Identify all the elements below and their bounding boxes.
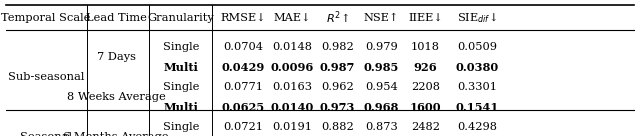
Text: RMSE↓: RMSE↓ (221, 13, 266, 23)
Text: 0.0380: 0.0380 (455, 62, 499, 73)
Text: 0.0163: 0.0163 (272, 82, 312, 92)
Text: Single: Single (163, 122, 199, 132)
Text: 1018: 1018 (411, 42, 440, 52)
Text: 0.973: 0.973 (320, 102, 355, 113)
Text: 0.0625: 0.0625 (222, 102, 265, 113)
Text: Granularity: Granularity (147, 13, 214, 23)
Text: 0.0148: 0.0148 (272, 42, 312, 52)
Text: Single: Single (163, 42, 199, 52)
Text: MAE↓: MAE↓ (273, 13, 310, 23)
Text: SIE$_{dif}$↓: SIE$_{dif}$↓ (457, 11, 497, 25)
Text: 1600: 1600 (410, 102, 441, 113)
Text: 0.954: 0.954 (365, 82, 398, 92)
Text: 0.0096: 0.0096 (270, 62, 314, 73)
Text: 0.0509: 0.0509 (457, 42, 497, 52)
Text: 0.0771: 0.0771 (223, 82, 264, 92)
Text: 0.985: 0.985 (364, 62, 399, 73)
Text: 0.987: 0.987 (320, 62, 355, 73)
Text: 0.0140: 0.0140 (270, 102, 314, 113)
Text: 0.3301: 0.3301 (457, 82, 497, 92)
Text: 0.1541: 0.1541 (455, 102, 499, 113)
Text: 0.882: 0.882 (321, 122, 354, 132)
Text: 0.873: 0.873 (365, 122, 398, 132)
Text: 0.979: 0.979 (365, 42, 398, 52)
Text: 6 Months Average: 6 Months Average (63, 132, 169, 136)
Text: 0.982: 0.982 (321, 42, 354, 52)
Text: Single: Single (163, 82, 199, 92)
Text: 0.968: 0.968 (364, 102, 399, 113)
Text: Lead Time: Lead Time (86, 13, 147, 23)
Text: 0.0429: 0.0429 (222, 62, 265, 73)
Text: 0.4298: 0.4298 (457, 122, 497, 132)
Text: 0.962: 0.962 (321, 82, 354, 92)
Text: Temporal Scale: Temporal Scale (1, 13, 91, 23)
Text: 2208: 2208 (411, 82, 440, 92)
Text: Multi: Multi (163, 62, 198, 73)
Text: Multi: Multi (163, 102, 198, 113)
Text: Seasonal: Seasonal (20, 132, 72, 136)
Text: IIEE↓: IIEE↓ (408, 13, 443, 23)
Text: 926: 926 (413, 62, 437, 73)
Text: 0.0721: 0.0721 (223, 122, 264, 132)
Text: 2482: 2482 (411, 122, 440, 132)
Text: Sub-seasonal: Sub-seasonal (8, 72, 84, 82)
Text: NSE↑: NSE↑ (364, 13, 399, 23)
Text: 0.0191: 0.0191 (272, 122, 312, 132)
Text: 8 Weeks Average: 8 Weeks Average (67, 92, 166, 102)
Text: $R^2$↑: $R^2$↑ (326, 10, 349, 26)
Text: 7 Days: 7 Days (97, 52, 136, 62)
Text: 0.0704: 0.0704 (223, 42, 264, 52)
